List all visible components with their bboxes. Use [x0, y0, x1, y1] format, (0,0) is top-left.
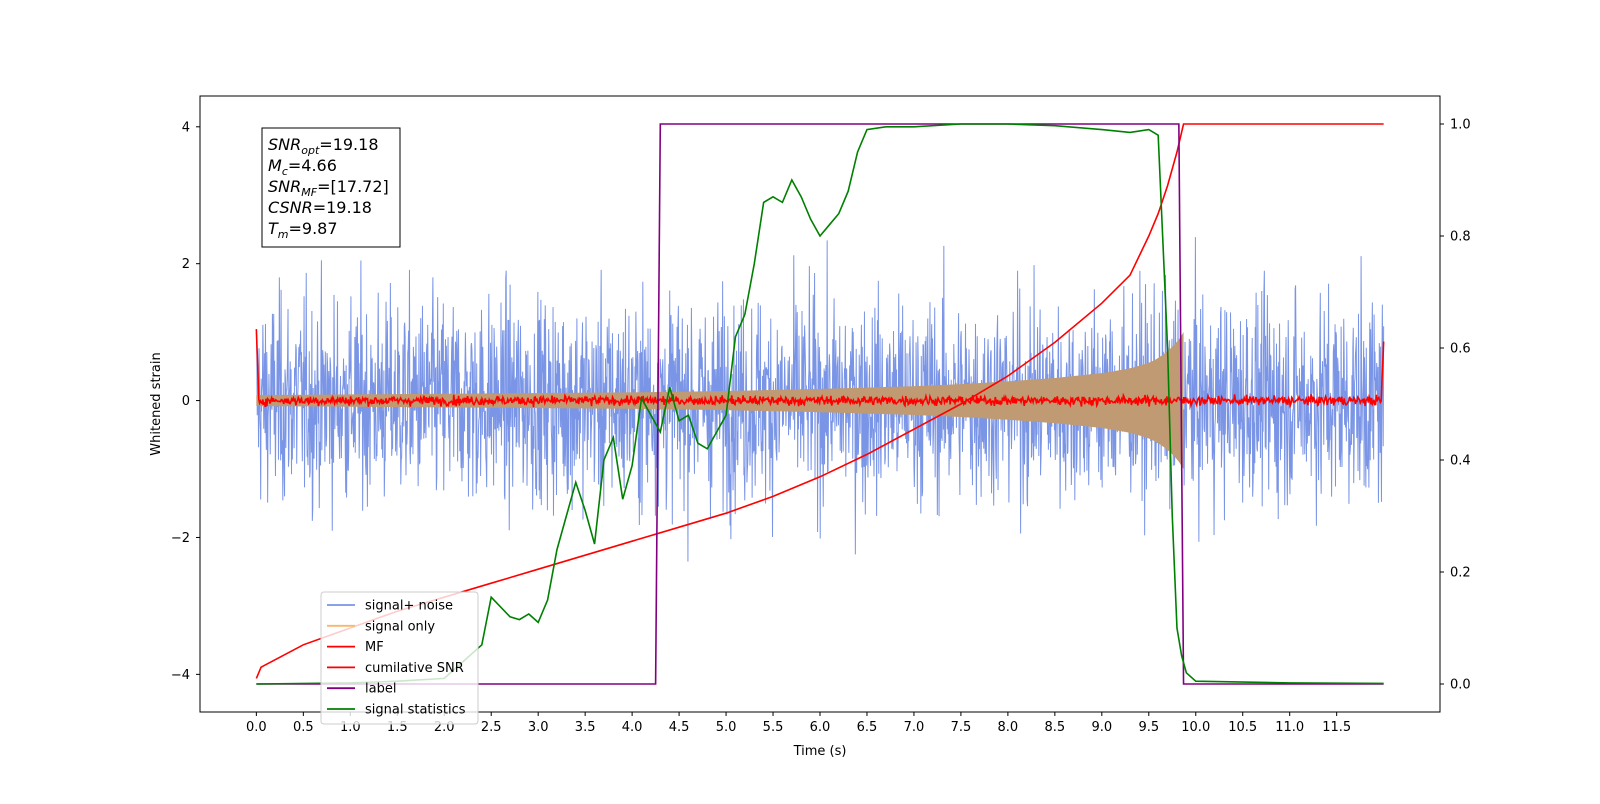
x-tick-label: 10.0 — [1181, 720, 1210, 735]
legend-label: signal statistics — [365, 703, 466, 718]
info-line: SNRMF=[17.72] — [268, 177, 389, 199]
legend: signal+ noise signal only MF cumilative SNR… — [321, 592, 478, 724]
info-line: CSNR=19.18 — [268, 198, 372, 217]
x-tick-label: 0.0 — [246, 720, 267, 735]
y2-tick-label: 0.0 — [1450, 678, 1471, 693]
legend-label: cumilative SNR — [365, 661, 464, 676]
info-box: SNRopt=19.18Mc=4.66SNRMF=[17.72]CSNR=19.… — [262, 128, 400, 247]
x-tick-label: 10.5 — [1228, 720, 1257, 735]
x-tick-label: 6.5 — [857, 720, 878, 735]
x-tick-label: 2.5 — [481, 720, 502, 735]
x-tick-label: 3.0 — [528, 720, 549, 735]
x-tick-label: 8.0 — [998, 720, 1019, 735]
info-line: SNRopt=19.18 — [268, 135, 379, 157]
x-tick-label: 5.5 — [763, 720, 784, 735]
x-tick-label: 9.0 — [1091, 720, 1112, 735]
x-axis-label: Time (s) — [793, 744, 847, 759]
x-tick-label: 7.0 — [904, 720, 925, 735]
y-tick-label: 4 — [182, 120, 190, 135]
legend-label: signal only — [365, 619, 435, 634]
legend-label: MF — [365, 640, 384, 655]
y-tick-label: −4 — [171, 668, 190, 683]
y2-tick-label: 0.4 — [1450, 454, 1471, 469]
x-tick-label: 9.5 — [1138, 720, 1159, 735]
x-tick-label: 8.5 — [1045, 720, 1066, 735]
y-tick-label: −2 — [171, 531, 190, 546]
legend-label: label — [365, 682, 396, 697]
x-tick-label: 4.5 — [669, 720, 690, 735]
x-tick-label: 11.5 — [1322, 720, 1351, 735]
y2-tick-label: 0.8 — [1450, 230, 1471, 245]
x-tick-label: 7.5 — [951, 720, 972, 735]
x-tick-label: 3.5 — [575, 720, 596, 735]
x-tick-label: 4.0 — [622, 720, 643, 735]
y-tick-label: 0 — [182, 394, 190, 409]
y2-tick-label: 1.0 — [1450, 118, 1471, 133]
y-axis-label: Whitened strain — [149, 352, 164, 455]
legend-label: signal+ noise — [365, 599, 453, 614]
y2-tick-label: 0.6 — [1450, 342, 1471, 357]
x-tick-label: 0.5 — [293, 720, 314, 735]
info-line: Mc=4.66 — [268, 156, 337, 178]
x-tick-label: 6.0 — [810, 720, 831, 735]
x-tick-label: 5.0 — [716, 720, 737, 735]
y-tick-label: 2 — [182, 257, 190, 272]
x-tick-label: 11.0 — [1275, 720, 1304, 735]
y2-tick-label: 0.2 — [1450, 566, 1471, 581]
